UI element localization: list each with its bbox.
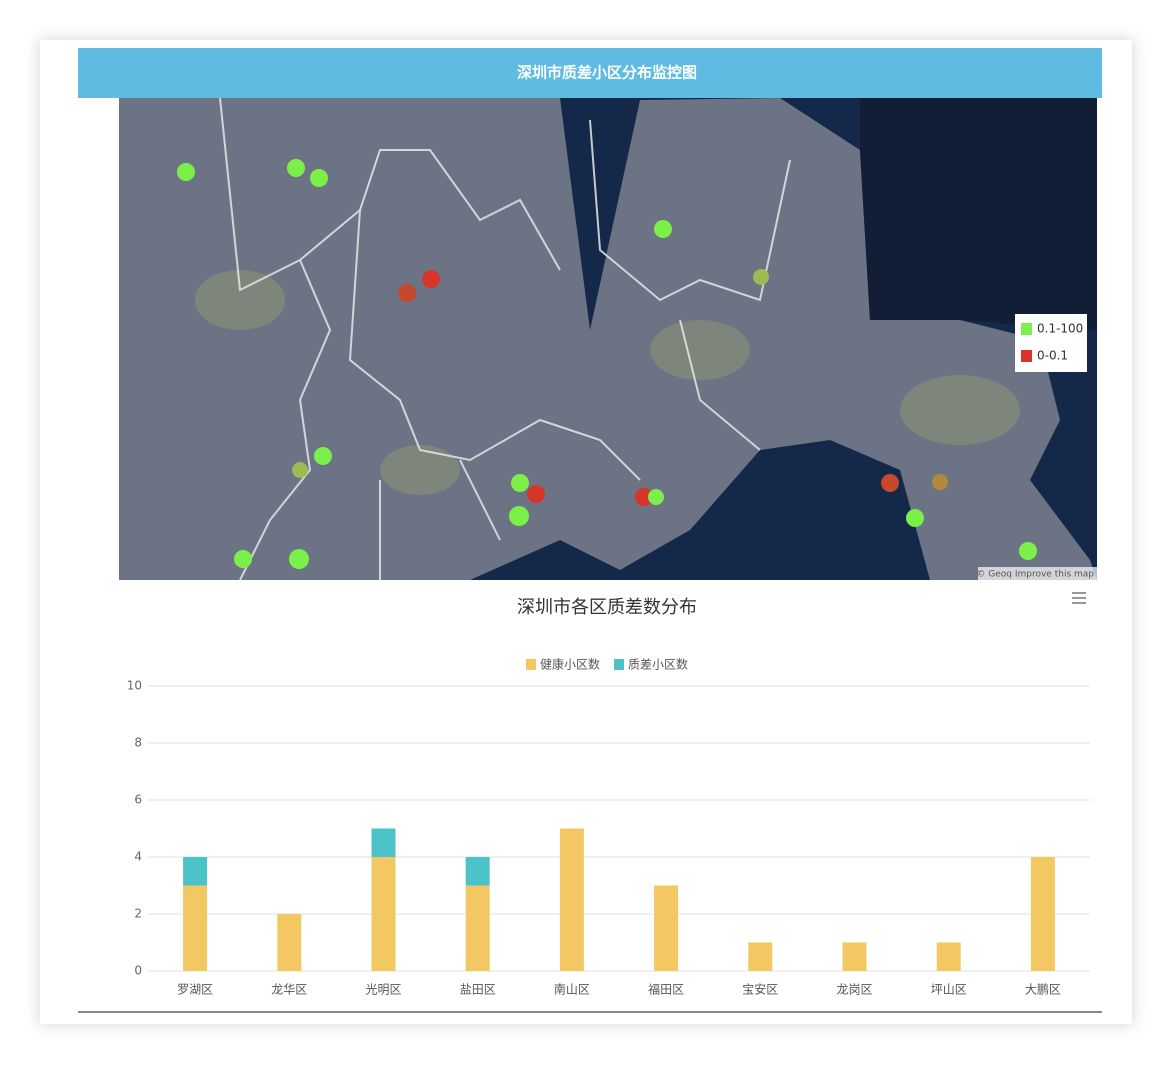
legend-label: 健康小区数: [540, 657, 600, 672]
bar: [654, 885, 679, 971]
bar: [936, 942, 961, 971]
legend-swatch: [526, 659, 536, 670]
x-tick-label: 盐田区: [460, 983, 496, 997]
attribution-bg: [978, 567, 1097, 580]
map: 0.1-100 0-0.1 © Geoq Improve this map: [119, 97, 1097, 581]
map-hk: [860, 98, 1097, 330]
map-legend-swatch: [1021, 350, 1032, 362]
x-tick-label: 龙华区: [271, 983, 307, 997]
bar: [465, 885, 490, 971]
menu-icon[interactable]: [1072, 592, 1086, 604]
bar: [183, 885, 208, 971]
x-tick-label: 南山区: [554, 982, 590, 997]
x-tick-label: 大鹏区: [1025, 983, 1061, 997]
legend-swatch: [614, 659, 624, 670]
legend-label: 质差小区数: [628, 657, 688, 672]
bar: [277, 914, 302, 971]
y-tick-label: 0: [134, 964, 142, 978]
bar: [183, 857, 208, 886]
x-tick-label: 宝安区: [742, 982, 778, 997]
bar: [1030, 857, 1055, 971]
bar: [559, 828, 584, 971]
bar: [748, 942, 773, 971]
header-bar: [78, 48, 1102, 98]
y-tick-label: 6: [134, 793, 142, 807]
y-tick-label: 10: [127, 679, 142, 693]
bar: [371, 857, 396, 971]
map-legend-label: 0.1-100: [1037, 322, 1083, 336]
chart-title: 深圳市各区质差数分布: [517, 597, 697, 618]
map-legend-label: 0-0.1: [1037, 349, 1068, 363]
x-tick-label: 龙岗区: [836, 983, 872, 997]
x-tick-label: 福田区: [648, 982, 684, 997]
x-tick-label: 罗湖区: [177, 982, 213, 997]
map-markers: [177, 159, 1037, 569]
y-tick-label: 4: [134, 850, 142, 864]
map-attribution: © Geoq Improve this map: [976, 570, 1094, 580]
bar: [465, 857, 490, 886]
y-tick-label: 2: [134, 907, 142, 921]
x-tick-label: 光明区: [365, 983, 401, 997]
header-title: 深圳市质差小区分布监控图: [517, 64, 697, 82]
y-tick-label: 8: [134, 736, 142, 750]
x-tick-label: 坪山区: [931, 983, 967, 997]
bar: [371, 828, 396, 857]
map-land: [119, 98, 1097, 580]
map-legend-swatch: [1021, 323, 1032, 335]
bar: [842, 942, 867, 971]
